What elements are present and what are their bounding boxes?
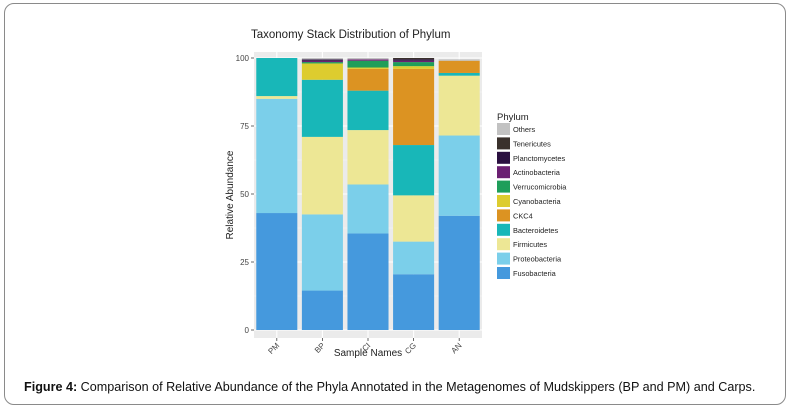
legend-swatch — [497, 180, 510, 193]
bar-segment — [347, 67, 389, 69]
y-tick-label: 0 — [245, 326, 250, 335]
bar-segment — [256, 96, 298, 99]
bar-segment — [393, 59, 435, 61]
legend-label: Verrucomicrobia — [513, 183, 567, 192]
legend-swatch — [497, 166, 510, 179]
legend: Phylum Others Tenericutes Planctomycetes Ac… — [497, 112, 567, 279]
legend-label: Cyanobacteria — [513, 197, 562, 206]
bar-segment — [347, 90, 389, 131]
y-axis: 0 25 50 75 100 — [236, 54, 254, 335]
bar-segment — [347, 130, 389, 185]
legend-swatch — [497, 223, 510, 236]
bar-segment — [393, 145, 435, 196]
legend-label: Proteobacteria — [513, 255, 562, 264]
legend-label: Bacteroidetes — [513, 226, 558, 235]
y-tick-label: 100 — [236, 54, 250, 63]
x-tick-label: BP — [313, 341, 327, 355]
bar-segment — [256, 58, 298, 97]
x-tick-label: CG — [403, 341, 418, 356]
legend-label: Fusobacteria — [513, 269, 557, 278]
bar-segment — [301, 290, 343, 330]
y-tick-label: 25 — [240, 258, 249, 267]
bar-segment — [301, 59, 343, 61]
bar-segment — [438, 215, 480, 330]
legend-label: CKC4 — [513, 211, 533, 220]
bar-segment — [438, 59, 480, 61]
bar-segment — [301, 62, 343, 64]
x-tick-label: AN — [449, 341, 463, 355]
legend-swatch — [497, 238, 510, 251]
bar-segment — [393, 274, 435, 330]
legend-label: Tenericutes — [513, 139, 551, 148]
caption-text: Comparison of Relative Abundance of the … — [77, 380, 756, 394]
bar-segment — [393, 68, 435, 146]
bar-segment — [301, 79, 343, 137]
bar-segment — [438, 72, 480, 76]
bar-segment — [347, 184, 389, 234]
legend-swatch — [497, 252, 510, 265]
bars — [256, 58, 480, 330]
chart-panel: Taxonomy Stack Distribution of Phylum 0 2… — [221, 19, 569, 373]
y-tick-label: 75 — [240, 122, 249, 131]
bar-segment — [393, 60, 435, 63]
bar-segment — [347, 233, 389, 330]
chart-title: Taxonomy Stack Distribution of Phylum — [251, 29, 450, 41]
legend-swatch — [497, 137, 510, 150]
legend-swatch — [497, 151, 510, 164]
caption-label: Figure 4: — [24, 380, 78, 394]
legend-swatch — [497, 123, 510, 135]
legend-title: Phylum — [497, 112, 529, 123]
bar-segment — [301, 136, 343, 215]
bar-segment — [301, 214, 343, 291]
bar-segment — [301, 63, 343, 80]
bar-segment — [438, 75, 480, 136]
bar-segment — [347, 68, 389, 91]
y-tick-label: 50 — [240, 190, 249, 199]
bar-segment — [393, 62, 435, 67]
legend-label: Others — [513, 125, 535, 134]
bar-segment — [347, 58, 389, 60]
x-axis-label: Sample Names — [334, 348, 402, 359]
bar-segment — [256, 98, 298, 214]
figure-caption: Figure 4: Comparison of Relative Abundan… — [24, 380, 774, 394]
bar-segment — [347, 59, 389, 61]
bar-segment — [347, 60, 389, 68]
bar-segment — [393, 58, 435, 60]
legend-swatch — [497, 209, 510, 222]
bar-segment — [301, 58, 343, 60]
x-tick-label: PM — [266, 341, 281, 356]
bar-segment — [438, 135, 480, 216]
legend-label: Firmicutes — [513, 240, 547, 249]
bar-segment — [393, 66, 435, 69]
legend-label: Actinobacteria — [513, 168, 561, 177]
bar-segment — [393, 195, 435, 242]
legend-swatch — [497, 267, 510, 279]
bar-segment — [393, 241, 435, 275]
y-axis-label: Relative Abundance — [225, 150, 236, 239]
legend-swatch — [497, 195, 510, 207]
legend-label: Planctomycetes — [513, 154, 565, 163]
stacked-bar-chart: Taxonomy Stack Distribution of Phylum 0 2… — [225, 29, 567, 359]
bar-segment — [256, 213, 298, 330]
bar-segment — [301, 60, 343, 63]
bar-segment — [438, 60, 480, 73]
